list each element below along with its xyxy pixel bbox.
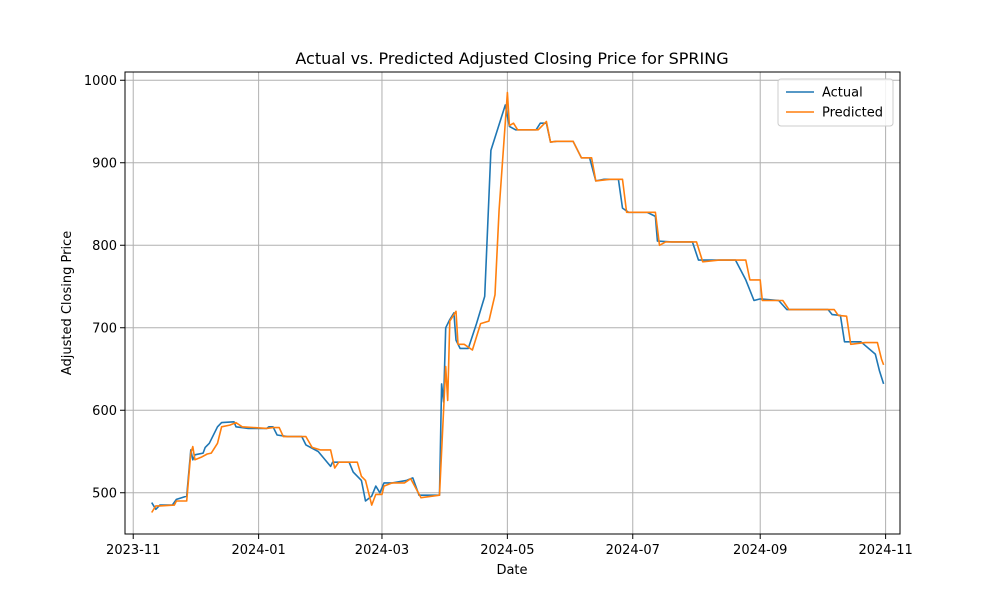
x-axis-label: Date	[496, 563, 527, 578]
y-tick-label: 1000	[84, 74, 117, 89]
grid	[125, 72, 900, 534]
legend-box	[777, 78, 894, 127]
plot-frame	[124, 71, 901, 535]
legend-label-actual: Actual	[822, 86, 863, 101]
y-tick-label: 600	[92, 404, 117, 419]
y-tick-label: 800	[92, 239, 117, 254]
y-axis-label: Adjusted Closing Price	[60, 231, 75, 375]
x-tick-label: 2024-07	[606, 543, 660, 558]
series-line-predicted	[151, 91, 885, 513]
legend-label-predicted: Predicted	[822, 106, 883, 121]
legend: Actual Predicted	[777, 78, 894, 127]
y-tick-label: 500	[92, 486, 117, 501]
x-tick-label: 2024-01	[231, 543, 285, 558]
x-tick-label: 2024-05	[480, 543, 534, 558]
y-tick-label: 700	[92, 321, 117, 336]
y-axis-ticks: 500 600 700 800 900 1000	[84, 74, 125, 501]
x-tick-label: 2024-11	[858, 543, 912, 558]
x-tick-label: 2023-11	[106, 543, 160, 558]
x-axis-ticks: 2023-11 2024-01 2024-03 2024-05 2024-07 2024-…	[106, 534, 913, 558]
plot-series	[151, 91, 885, 513]
x-tick-label: 2024-03	[355, 543, 409, 558]
x-tick-label: 2024-09	[733, 543, 787, 558]
chart-title: Actual vs. Predicted Adjusted Closing Pr…	[295, 49, 728, 68]
y-tick-label: 900	[92, 156, 117, 171]
